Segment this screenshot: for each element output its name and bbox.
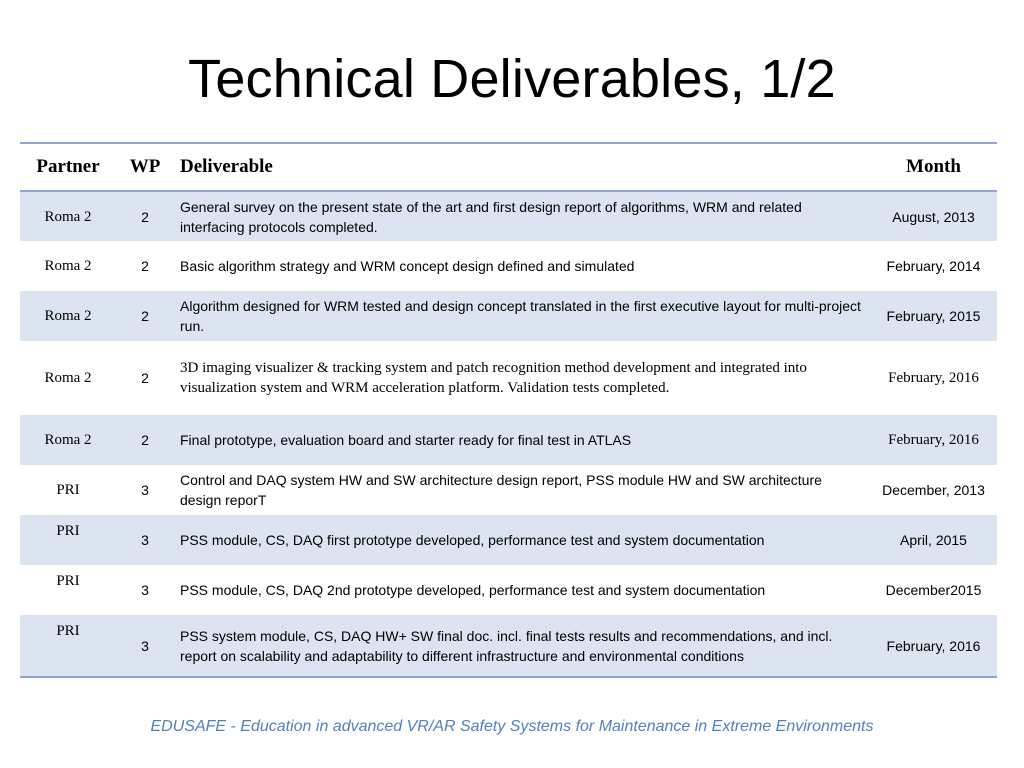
cell-wp: 2 <box>141 258 149 274</box>
cell-partner: Roma 2 <box>20 415 116 465</box>
header-wp: WP <box>116 143 174 192</box>
cell-wp: 3 <box>141 482 149 498</box>
cell-deliverable: General survey on the present state of t… <box>174 191 870 241</box>
table-row: Roma 2 2 General survey on the present s… <box>20 191 997 241</box>
header-deliverable: Deliverable <box>174 143 870 192</box>
cell-month: February, 2016 <box>870 415 997 465</box>
cell-month: August, 2013 <box>870 191 997 241</box>
cell-deliverable: 3D imaging visualizer & tracking system … <box>180 360 807 396</box>
cell-partner: PRI <box>56 482 80 498</box>
cell-wp: 2 <box>116 415 174 465</box>
cell-month: February, 2015 <box>870 291 997 341</box>
cell-month: February, 2016 <box>888 370 979 386</box>
cell-month: April, 2015 <box>870 515 997 565</box>
cell-partner: Roma 2 <box>20 191 116 241</box>
cell-month: December, 2013 <box>882 482 985 498</box>
cell-month: February, 2016 <box>870 615 997 677</box>
cell-deliverable: Control and DAQ system HW and SW archite… <box>180 472 822 508</box>
cell-wp: 3 <box>116 615 174 677</box>
cell-partner: PRI <box>56 573 80 589</box>
cell-partner: PRI <box>20 515 116 565</box>
table-row: Roma 2 2 Algorithm designed for WRM test… <box>20 291 997 341</box>
cell-wp: 2 <box>141 370 149 386</box>
table-row: Roma 2 2 Basic algorithm strategy and WR… <box>20 241 997 291</box>
cell-wp: 2 <box>116 291 174 341</box>
header-partner: Partner <box>20 143 116 192</box>
table-row: Roma 2 2 3D imaging visualizer & trackin… <box>20 341 997 415</box>
cell-deliverable: Algorithm designed for WRM tested and de… <box>174 291 870 341</box>
table-row: PRI 3 PSS system module, CS, DAQ HW+ SW … <box>20 615 997 677</box>
cell-deliverable: PSS system module, CS, DAQ HW+ SW final … <box>174 615 870 677</box>
cell-wp: 3 <box>116 515 174 565</box>
slide-title: Technical Deliverables, 1/2 <box>188 49 836 109</box>
deliverables-table: Partner WP Deliverable Month Roma 2 2 Ge… <box>20 142 997 678</box>
table-row: PRI 3 PSS module, CS, DAQ first prototyp… <box>20 515 997 565</box>
cell-partner: Roma 2 <box>44 370 92 386</box>
table-row: PRI 3 PSS module, CS, DAQ 2nd prototype … <box>20 565 997 615</box>
cell-deliverable: Final prototype, evaluation board and st… <box>174 415 870 465</box>
cell-partner: Roma 2 <box>44 258 92 274</box>
table-header-row: Partner WP Deliverable Month <box>20 143 997 192</box>
slide-footer: EDUSAFE - Education in advanced VR/AR Sa… <box>150 718 874 735</box>
cell-deliverable: PSS module, CS, DAQ 2nd prototype develo… <box>180 582 766 598</box>
cell-month: December2015 <box>885 582 982 598</box>
cell-wp: 2 <box>116 191 174 241</box>
header-month: Month <box>870 143 997 192</box>
cell-partner: PRI <box>20 615 116 677</box>
cell-deliverable: Basic algorithm strategy and WRM concept… <box>180 258 635 274</box>
cell-month: February, 2014 <box>886 258 981 274</box>
cell-partner: Roma 2 <box>20 291 116 341</box>
table-row: Roma 2 2 Final prototype, evaluation boa… <box>20 415 997 465</box>
table-row: PRI 3 Control and DAQ system HW and SW a… <box>20 465 997 515</box>
cell-deliverable: PSS module, CS, DAQ first prototype deve… <box>174 515 870 565</box>
cell-wp: 3 <box>141 582 149 598</box>
